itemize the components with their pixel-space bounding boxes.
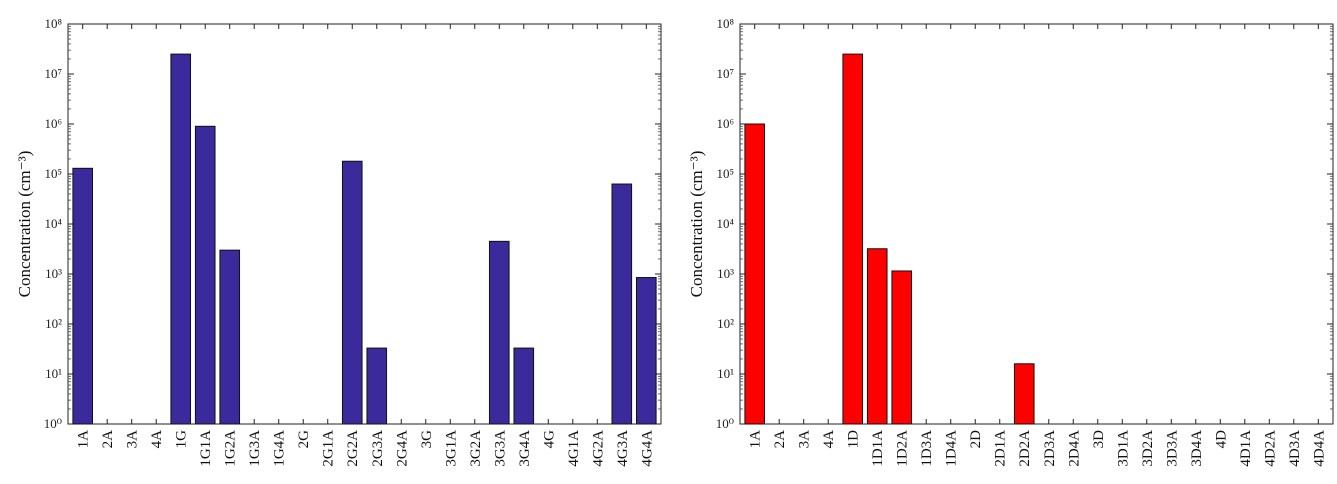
- x-tick-label-4G4A: 4G4A: [639, 430, 655, 467]
- x-tick-label-1G1A: 1G1A: [198, 430, 214, 467]
- x-tick-label-3A: 3A: [125, 430, 141, 449]
- x-tick-label-1D2A: 1D2A: [895, 430, 911, 467]
- x-tick-label-2D1A: 2D1A: [993, 430, 1009, 467]
- x-tick-label-1A: 1A: [76, 430, 92, 449]
- x-tick-label-4G1A: 4G1A: [566, 430, 582, 467]
- x-tick-label-3A: 3A: [797, 430, 813, 449]
- y-tick-label: 10⁸: [44, 16, 62, 31]
- bar-1D1A: [866, 248, 888, 425]
- y-tick-label: 10⁰: [716, 416, 734, 431]
- bar-2G3A: [366, 347, 388, 425]
- x-tick-label-2D2A: 2D2A: [1017, 430, 1033, 467]
- bar-1A: [744, 123, 766, 425]
- x-tick-label-2G3A: 2G3A: [370, 430, 386, 467]
- x-tick-label-4A: 4A: [149, 430, 165, 449]
- bar-1G2A: [219, 249, 241, 425]
- x-tick-label-2G: 2G: [296, 430, 312, 449]
- x-tick-label-4G3A: 4G3A: [615, 430, 631, 467]
- x-tick-label-4G2A: 4G2A: [590, 430, 606, 467]
- y-tick-label: 10²: [717, 316, 734, 331]
- x-tick-label-4D3A: 4D3A: [1287, 430, 1303, 467]
- x-tick-label-2D: 2D: [968, 430, 984, 449]
- x-tick-label-3D2A: 3D2A: [1140, 430, 1156, 467]
- x-tick-label-3G: 3G: [419, 430, 435, 449]
- bar-1G: [170, 53, 192, 425]
- chart-panel-left: 10⁰ 10¹ 10² 10³ 10⁴ 10⁵ 10⁶ 10⁷ 10⁸ Concentration…: [15, 16, 662, 467]
- x-tick-label-3D4A: 3D4A: [1189, 430, 1205, 467]
- x-tick-label-3G3A: 3G3A: [492, 430, 508, 467]
- y-tick-label: 10⁴: [44, 216, 62, 231]
- x-tick-label-1G3A: 1G3A: [247, 430, 263, 467]
- x-tick-label-2D4A: 2D4A: [1066, 430, 1082, 467]
- x-tick-label-2G4A: 2G4A: [394, 430, 410, 467]
- x-tick-label-3G4A: 3G4A: [517, 430, 533, 467]
- y-tick-label: 10⁶: [44, 116, 62, 131]
- y-tick-label: 10⁴: [716, 216, 734, 231]
- x-tick-label-3D: 3D: [1091, 430, 1107, 449]
- y-tick-label: 10⁸: [716, 16, 734, 31]
- x-tick-label-3D1A: 3D1A: [1115, 430, 1131, 467]
- chart-panel-right: 10⁰ 10¹ 10² 10³ 10⁴ 10⁵ 10⁶ 10⁷ 10⁸ Concentration…: [687, 16, 1334, 467]
- bar-4G4A: [635, 277, 657, 425]
- y-tick-label: 10⁷: [716, 66, 734, 81]
- y-tick-label: 10¹: [45, 366, 62, 381]
- x-tick-label-1D1A: 1D1A: [870, 430, 886, 467]
- x-tick-label-1D: 1D: [846, 430, 862, 449]
- x-tick-label-1G4A: 1G4A: [272, 430, 288, 467]
- x-tick-label-2A: 2A: [100, 430, 116, 449]
- y-tick-label: 10⁰: [44, 416, 62, 431]
- bar-2G2A: [341, 160, 363, 425]
- y-tick-label: 10²: [45, 316, 62, 331]
- x-tick-label-4D: 4D: [1213, 430, 1229, 449]
- x-tick-label-2D3A: 2D3A: [1042, 430, 1058, 467]
- x-tick-label-1D3A: 1D3A: [919, 430, 935, 467]
- x-tick-label-3D3A: 3D3A: [1164, 430, 1180, 467]
- bar-2D2A: [1013, 363, 1035, 425]
- bar-1D2A: [891, 270, 913, 425]
- axes-frame: [67, 23, 662, 425]
- y-tick-label: 10⁷: [44, 66, 62, 81]
- bar-1A: [72, 167, 94, 425]
- y-axis-label: Concentration (cm⁻³): [687, 151, 706, 298]
- x-tick-label-1D4A: 1D4A: [944, 430, 960, 467]
- x-tick-label-2G1A: 2G1A: [321, 430, 337, 467]
- y-tick-label: 10⁶: [716, 116, 734, 131]
- x-tick-label-1G: 1G: [174, 430, 190, 449]
- x-tick-label-2A: 2A: [772, 430, 788, 449]
- y-tick-label: 10⁵: [716, 166, 734, 181]
- bar-3G3A: [488, 240, 510, 425]
- y-axis-label: Concentration (cm⁻³): [15, 151, 34, 298]
- x-tick-label-1A: 1A: [748, 430, 764, 449]
- x-tick-label-4D4A: 4D4A: [1311, 430, 1327, 467]
- bar-3G4A: [513, 347, 535, 425]
- x-tick-label-4G: 4G: [541, 430, 557, 449]
- bar-1D: [842, 53, 864, 425]
- bar-4G3A: [611, 183, 633, 425]
- y-tick-label: 10³: [45, 266, 62, 281]
- bar-1G1A: [194, 125, 216, 425]
- x-tick-label-1G2A: 1G2A: [223, 430, 239, 467]
- y-tick-label: 10¹: [717, 366, 734, 381]
- axes-frame: [739, 23, 1334, 425]
- y-tick-label: 10³: [717, 266, 734, 281]
- x-tick-label-4D2A: 4D2A: [1262, 430, 1278, 467]
- x-tick-label-4A: 4A: [821, 430, 837, 449]
- x-tick-label-4D1A: 4D1A: [1238, 430, 1254, 467]
- x-tick-label-3G1A: 3G1A: [443, 430, 459, 467]
- y-tick-label: 10⁵: [44, 166, 62, 181]
- x-tick-label-2G2A: 2G2A: [345, 430, 361, 467]
- x-tick-label-3G2A: 3G2A: [468, 430, 484, 467]
